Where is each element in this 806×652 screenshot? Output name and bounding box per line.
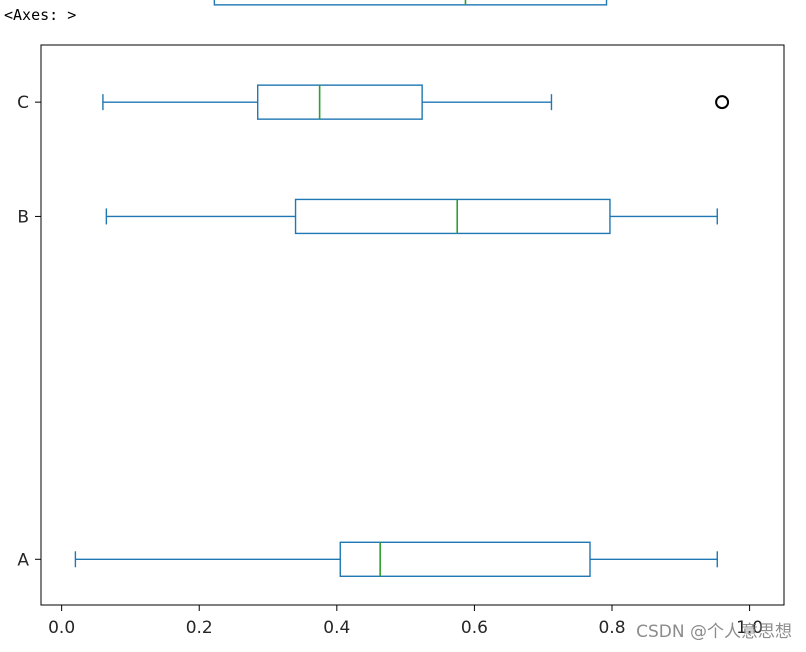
box-a xyxy=(339,541,591,577)
ytick-label-c: C xyxy=(17,93,29,113)
output-label: <Axes: > xyxy=(4,6,77,24)
box-group-b xyxy=(105,198,718,235)
box-c xyxy=(257,84,423,120)
xtick-label-4: 0.8 xyxy=(598,618,625,638)
xtick-label-1: 0.2 xyxy=(186,618,213,638)
box-group-c xyxy=(102,84,730,120)
box-d xyxy=(213,0,608,6)
ytick-label-b: B xyxy=(17,207,29,227)
watermark: CSDN @个人意思想 xyxy=(636,622,792,642)
xtick-label-5: 1.0 xyxy=(736,618,763,638)
axes-frame xyxy=(40,44,785,606)
box-group-a xyxy=(74,541,718,577)
flier-c-0 xyxy=(715,95,730,110)
box-group-d xyxy=(213,0,608,6)
xtick-label-0: 0.0 xyxy=(48,618,75,638)
xtick-label-2: 0.4 xyxy=(323,618,350,638)
ytick-label-a: A xyxy=(17,550,29,570)
box-b xyxy=(294,198,611,235)
xtick-label-3: 0.6 xyxy=(461,618,488,638)
